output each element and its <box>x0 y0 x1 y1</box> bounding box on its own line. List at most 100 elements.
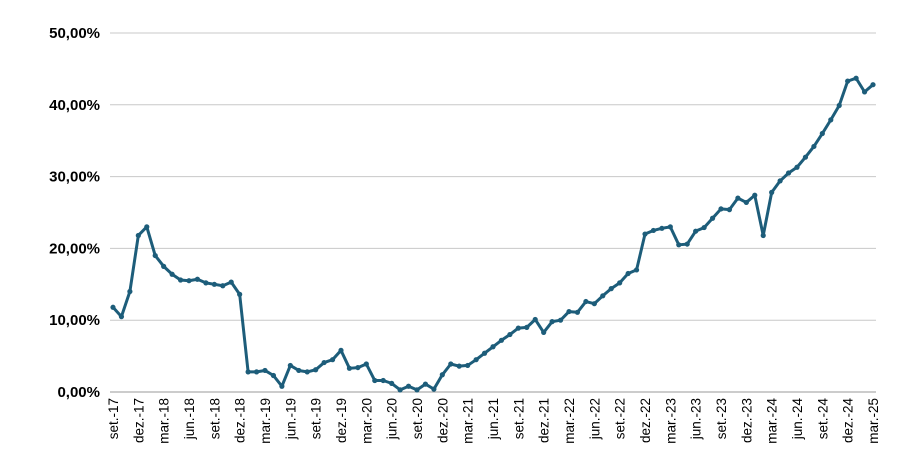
data-point <box>481 350 488 356</box>
data-point <box>676 242 682 248</box>
x-tick-label: jun.-21 <box>486 398 501 440</box>
data-point <box>566 308 572 315</box>
data-point <box>684 241 690 247</box>
x-tick-label: set.-21 <box>511 398 526 439</box>
data-point <box>397 387 403 393</box>
data-point <box>329 357 336 363</box>
x-tick-label: set.-18 <box>207 398 222 439</box>
data-point <box>709 215 716 221</box>
y-tick-label: 10,00% <box>49 312 100 329</box>
x-tick-label: jun.-20 <box>385 398 400 440</box>
data-point <box>667 224 673 230</box>
y-tick-label: 50,00% <box>49 25 100 42</box>
x-tick-label: dez.-23 <box>739 398 754 443</box>
data-point <box>405 383 412 389</box>
x-tick-label: set.-23 <box>714 398 729 439</box>
y-tick-label: 0,00% <box>57 384 100 401</box>
x-tick-label: dez.-24 <box>841 398 856 444</box>
data-point <box>127 288 133 295</box>
data-point <box>625 270 631 277</box>
data-point <box>245 369 251 375</box>
data-point <box>836 102 842 109</box>
x-tick-label: mar.-19 <box>258 398 273 444</box>
data-point <box>228 279 234 285</box>
series-layer <box>110 75 876 393</box>
data-point <box>777 178 783 184</box>
data-point <box>304 369 310 375</box>
x-tick-label: mar.-18 <box>157 398 172 444</box>
data-point <box>465 362 471 369</box>
data-point <box>161 263 167 269</box>
data-point <box>110 304 116 310</box>
data-point <box>363 361 369 367</box>
data-point <box>431 386 437 392</box>
data-point <box>346 365 353 371</box>
data-point <box>819 130 825 137</box>
data-point <box>372 377 378 384</box>
data-point <box>414 387 420 393</box>
data-point <box>473 357 479 363</box>
data-point <box>541 329 547 336</box>
data-point <box>321 359 327 366</box>
data-point <box>845 78 851 84</box>
x-tick-label: jun.-18 <box>182 398 197 440</box>
x-tick-label: mar.-25 <box>866 398 881 444</box>
gridlines <box>110 32 876 393</box>
y-tick-label: 30,00% <box>49 169 100 186</box>
x-tick-label: jun.-23 <box>689 398 704 440</box>
data-point <box>853 75 859 81</box>
data-point <box>870 82 876 88</box>
data-point <box>380 377 386 384</box>
x-tick-label: mar.-23 <box>663 398 678 444</box>
data-point <box>794 164 800 170</box>
x-tick-label: set.-24 <box>815 398 830 440</box>
data-point <box>194 276 201 282</box>
data-point <box>515 325 521 331</box>
data-point <box>186 278 192 284</box>
y-tick-label: 20,00% <box>49 240 100 257</box>
x-tick-label: set.-17 <box>106 398 121 439</box>
data-point <box>439 372 445 378</box>
data-point <box>811 143 817 150</box>
data-point <box>828 117 834 123</box>
x-tick-label: dez.-22 <box>638 398 653 443</box>
data-point <box>617 280 623 286</box>
data-point <box>152 252 158 259</box>
x-tick-label: mar.-20 <box>359 398 374 444</box>
data-point <box>532 316 538 323</box>
data-point <box>338 347 344 353</box>
data-point <box>237 291 243 297</box>
data-point <box>549 319 555 325</box>
data-point <box>135 232 141 239</box>
x-tick-label: jun.-19 <box>283 398 298 440</box>
data-point <box>557 317 564 323</box>
data-point <box>600 293 606 299</box>
data-point <box>735 195 741 201</box>
x-tick-label: dez.-20 <box>435 398 450 443</box>
x-tick-label: mar.-24 <box>765 398 780 444</box>
data-point <box>498 337 505 343</box>
data-point <box>355 364 361 371</box>
data-point <box>296 367 302 374</box>
data-point <box>203 280 209 286</box>
data-point <box>650 227 657 234</box>
x-tick-label: mar.-21 <box>461 398 476 444</box>
data-point <box>220 283 226 289</box>
data-point <box>701 224 707 231</box>
data-point <box>253 369 260 375</box>
data-point <box>507 331 513 338</box>
x-tick-label: dez.-17 <box>131 398 146 443</box>
x-tick-label: jun.-24 <box>790 398 805 441</box>
data-point <box>693 228 699 234</box>
data-point <box>144 224 150 230</box>
data-point <box>389 380 395 386</box>
data-point <box>211 281 217 287</box>
data-point <box>262 367 268 374</box>
data-point <box>279 383 285 389</box>
data-point <box>608 286 614 292</box>
data-point <box>456 363 462 369</box>
x-tick-label: set.-22 <box>613 398 628 439</box>
data-point <box>270 372 277 379</box>
data-point <box>861 89 868 95</box>
